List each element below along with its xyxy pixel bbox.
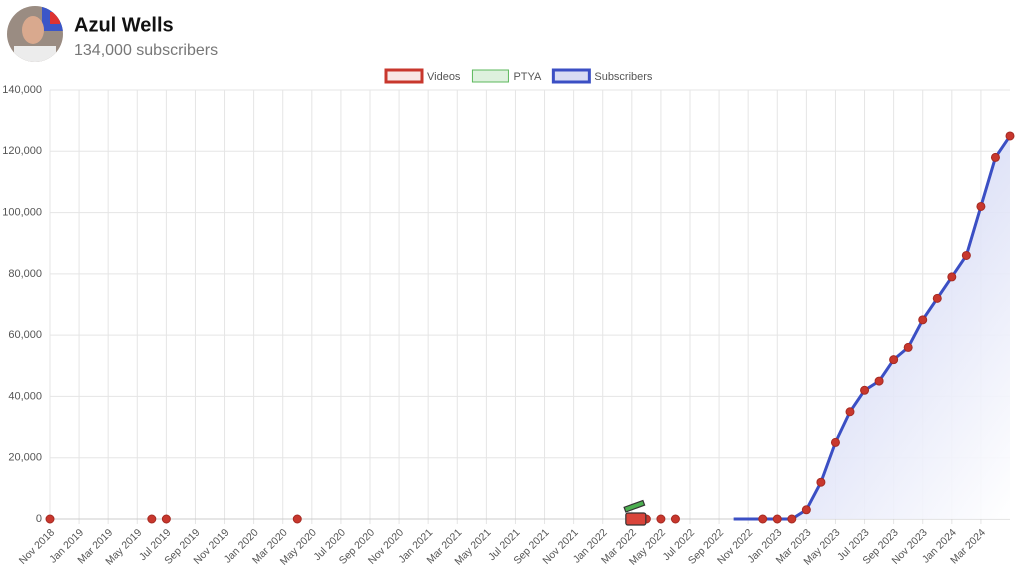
video-point bbox=[161, 514, 171, 524]
channel-name[interactable]: Azul Wells bbox=[74, 14, 174, 36]
legend-label: Subscribers bbox=[594, 71, 653, 83]
video-point bbox=[990, 152, 1000, 162]
legend-label: Videos bbox=[427, 71, 461, 83]
video-point bbox=[292, 514, 302, 524]
legend-item[interactable]: Subscribers bbox=[551, 68, 653, 84]
y-tick-label: 100,000 bbox=[2, 206, 42, 218]
video-point bbox=[45, 514, 55, 524]
legend-swatch bbox=[551, 68, 591, 84]
chart: 0 20,000 40,000 60,000 80,000 100,000 120,000 1… bbox=[2, 68, 1015, 568]
video-point bbox=[758, 514, 768, 524]
video-point bbox=[874, 376, 884, 386]
video-point bbox=[903, 342, 913, 352]
video-point bbox=[860, 385, 870, 395]
y-tick-label: 80,000 bbox=[8, 268, 42, 280]
video-point bbox=[830, 437, 840, 447]
video-point bbox=[889, 355, 899, 365]
y-tick-label: 140,000 bbox=[2, 84, 42, 96]
clapper-icon bbox=[623, 499, 647, 526]
video-point bbox=[670, 514, 680, 524]
clapper-top bbox=[623, 499, 646, 513]
legend-item[interactable]: PTYA bbox=[471, 69, 542, 83]
y-tick-label: 120,000 bbox=[2, 145, 42, 157]
legend-swatch bbox=[384, 68, 424, 84]
avatar[interactable] bbox=[7, 6, 63, 66]
video-point bbox=[932, 293, 942, 303]
subscribers-area bbox=[733, 135, 1010, 519]
y-tick-label: 0 bbox=[36, 513, 42, 525]
video-point bbox=[772, 514, 782, 524]
legend-label: PTYA bbox=[513, 71, 542, 83]
video-point bbox=[787, 514, 797, 524]
y-tick-label: 20,000 bbox=[8, 452, 42, 464]
subscriber-count: 134,000 subscribers bbox=[74, 42, 218, 59]
y-tick-label: 40,000 bbox=[8, 390, 42, 402]
video-point bbox=[656, 514, 666, 524]
video-point bbox=[947, 272, 957, 282]
video-point bbox=[918, 315, 928, 325]
legend: Videos PTYA Subscribers bbox=[384, 68, 653, 84]
legend-swatch bbox=[471, 69, 509, 83]
video-point bbox=[816, 477, 826, 487]
legend-item[interactable]: Videos bbox=[384, 68, 461, 84]
video-point bbox=[845, 407, 855, 417]
video-point bbox=[1005, 131, 1015, 141]
clapper-body bbox=[625, 512, 647, 526]
video-point bbox=[961, 250, 971, 260]
y-tick-label: 60,000 bbox=[8, 329, 42, 341]
video-point bbox=[147, 514, 157, 524]
video-point bbox=[976, 201, 986, 211]
video-point bbox=[801, 505, 811, 515]
